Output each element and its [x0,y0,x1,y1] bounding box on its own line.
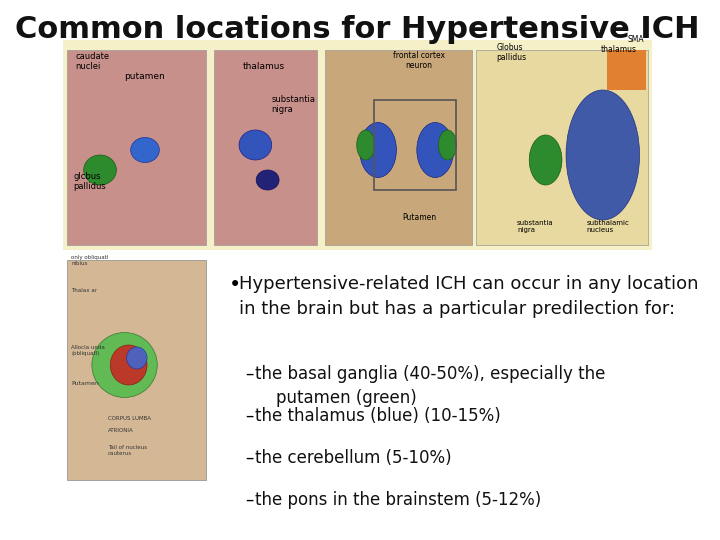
Text: Putamen: Putamen [71,381,99,386]
Ellipse shape [239,130,271,160]
Text: the thalamus (blue) (10-15%): the thalamus (blue) (10-15%) [256,407,501,425]
Text: SMA: SMA [627,35,644,44]
FancyBboxPatch shape [607,50,646,90]
Text: glcbus
pallidus: glcbus pallidus [73,172,106,191]
Text: CORPUS LUMBA: CORPUS LUMBA [108,416,151,421]
Text: –: – [246,491,254,509]
Text: thalamus: thalamus [601,45,637,54]
FancyBboxPatch shape [68,50,207,245]
Text: –: – [246,365,254,383]
Text: putamen: putamen [125,72,166,81]
Text: Putamen: Putamen [402,213,436,222]
Text: substantia
nigra: substantia nigra [271,95,316,114]
Ellipse shape [92,333,157,397]
Text: the pons in the brainstem (5-12%): the pons in the brainstem (5-12%) [256,491,541,509]
Text: Hypertensive-related ICH can occur in any location in the brain but has a partic: Hypertensive-related ICH can occur in an… [239,275,698,318]
Text: subthalamic
nucleus: subthalamic nucleus [587,220,629,233]
Text: ATRIONIA: ATRIONIA [108,428,134,433]
Ellipse shape [356,130,374,160]
Text: caudate
nuclei: caudate nuclei [76,52,109,71]
Text: substantia
nigra: substantia nigra [517,220,554,233]
Ellipse shape [110,345,147,385]
FancyBboxPatch shape [476,50,648,245]
FancyBboxPatch shape [68,260,207,480]
Text: Allocla unda
(obliquatl): Allocla unda (obliquatl) [71,345,105,356]
Ellipse shape [438,130,456,160]
Text: Common locations for Hypertensive ICH: Common locations for Hypertensive ICH [15,16,700,44]
Ellipse shape [417,123,454,178]
Text: Thalax ar: Thalax ar [71,288,97,293]
Text: the cerebellum (5-10%): the cerebellum (5-10%) [256,449,452,467]
Ellipse shape [566,90,639,220]
Text: Tail of nucleus
cauterus: Tail of nucleus cauterus [108,445,147,456]
Ellipse shape [359,123,397,178]
Text: –: – [246,407,254,425]
Ellipse shape [84,155,117,185]
Ellipse shape [529,135,562,185]
Text: only obliquatl
nibius: only obliquatl nibius [71,255,109,266]
Ellipse shape [127,347,147,369]
Ellipse shape [256,170,279,190]
FancyBboxPatch shape [325,50,472,245]
Text: •: • [229,275,241,295]
FancyBboxPatch shape [215,50,317,245]
FancyBboxPatch shape [63,40,652,250]
Text: frontal cortex
neuron: frontal cortex neuron [393,51,445,70]
Text: Globus
pallidus: Globus pallidus [497,43,526,62]
Text: the basal ganglia (40-50%), especially the
    putamen (green): the basal ganglia (40-50%), especially t… [256,365,606,407]
Bar [374,100,456,190]
Ellipse shape [131,138,159,163]
Text: –: – [246,449,254,467]
Text: thalamus: thalamus [243,62,285,71]
